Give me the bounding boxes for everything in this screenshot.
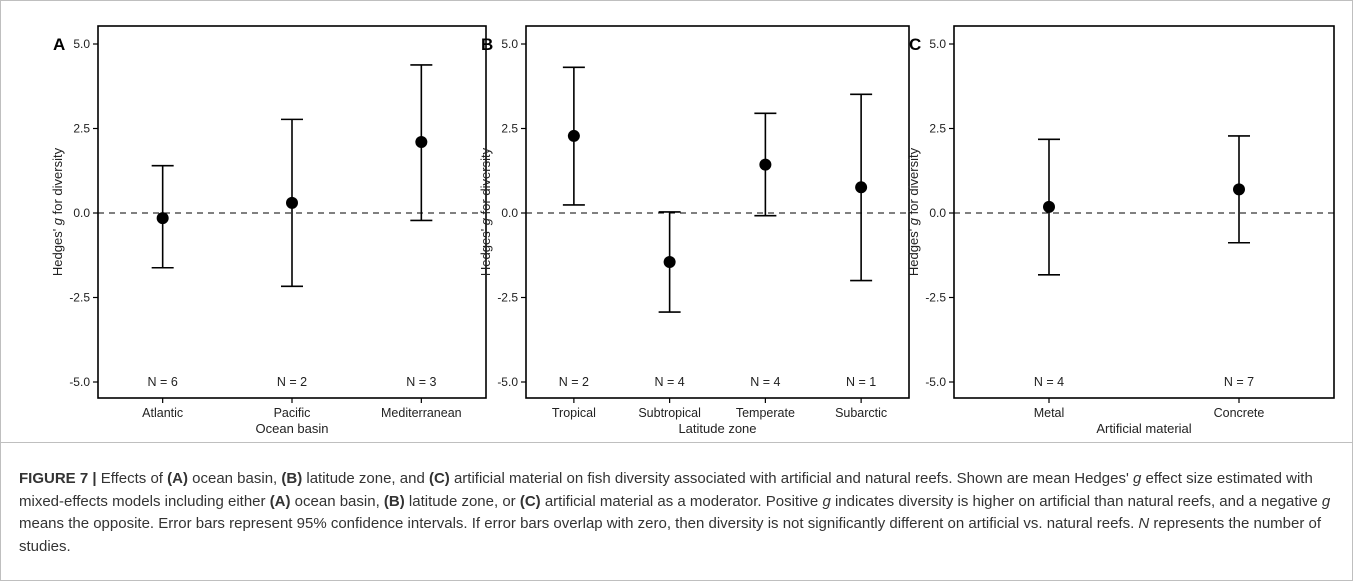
mean-point <box>663 256 676 269</box>
y-tick-label: 5.0 <box>929 37 946 51</box>
caption-text: artificial material on fish diversity as… <box>449 470 1133 487</box>
y-tick-label: 0.0 <box>501 206 518 220</box>
y-axis-title-part: for diversity <box>50 147 65 218</box>
y-tick-label: 2.5 <box>929 122 946 136</box>
x-tick-label: Atlantic <box>142 406 183 420</box>
panel-label: A <box>53 35 65 54</box>
y-axis-title-part: for diversity <box>478 147 493 218</box>
x-axis-title: Ocean basin <box>256 421 329 436</box>
panel-b: B -5.0 -2.5 0.0 2.5 5.0 Hedges' g for diversit… <box>478 25 910 436</box>
y-tick-label: -2.5 <box>497 291 518 305</box>
mean-point <box>567 129 580 142</box>
caption-ref-c: (C) <box>519 492 541 510</box>
caption-g: g <box>1321 492 1331 510</box>
n-label: N = 1 <box>846 375 876 389</box>
n-label: N = 4 <box>1034 375 1064 389</box>
caption-ref-c: (C) <box>428 470 450 487</box>
n-label: N = 7 <box>1224 375 1254 389</box>
x-tick-label: Subarctic <box>835 406 887 420</box>
x-tick-label: Temperate <box>736 406 795 420</box>
caption-text: latitude zone, or <box>404 492 520 510</box>
caption-text: Effects of <box>96 470 168 487</box>
x-tick-label: Tropical <box>552 406 596 420</box>
caption-n: N <box>1138 515 1150 532</box>
y-tick-label: -2.5 <box>69 291 90 305</box>
y-axis-title-part: for diversity <box>906 147 921 218</box>
n-label: N = 4 <box>750 375 780 389</box>
plot-frame <box>953 25 1335 399</box>
caption-ref-b: (B) <box>383 492 405 510</box>
x-tick-label: Pacific <box>274 406 311 420</box>
panel-label: C <box>909 35 921 54</box>
caption-text: indicates diversity is higher on artific… <box>830 492 1322 510</box>
y-axis-title-part: Hedges' <box>50 225 65 276</box>
y-axis-title-italic: g <box>906 217 921 225</box>
y-axis-title-part: Hedges' <box>906 225 921 276</box>
caption-g: g <box>822 492 831 510</box>
x-tick-label: Subtropical <box>638 406 701 420</box>
caption-figure-label: FIGURE 7 | <box>19 470 97 487</box>
mean-point <box>286 196 298 209</box>
y-tick-label: -5.0 <box>497 375 518 389</box>
caption-g: g <box>1132 470 1142 487</box>
y-tick-label: -5.0 <box>69 375 90 389</box>
mean-point <box>759 158 772 171</box>
caption-text: effect size estimated with mixed-effects… <box>19 470 1313 510</box>
y-axis-title-italic: g <box>50 217 65 225</box>
caption-text: ocean basin, <box>187 470 282 487</box>
n-label: N = 6 <box>148 375 178 389</box>
y-axis-title-part: Hedges' <box>478 225 493 276</box>
n-label: N = 3 <box>406 375 436 389</box>
panel-a: A -5.0 -2.5 0.0 2.5 5.0 Hedges' g for diversit… <box>50 25 487 436</box>
caption-text: means the opposite. Error bars represent… <box>19 515 1139 532</box>
x-tick-label: Concrete <box>1214 406 1265 420</box>
y-tick-label: 0.0 <box>929 206 946 220</box>
n-label: N = 2 <box>559 375 589 389</box>
y-axis-title: Hedges' g for diversity <box>906 147 921 276</box>
caption-ref-a: (A) <box>167 470 188 487</box>
mean-point <box>1043 200 1055 213</box>
x-axis-title: Latitude zone <box>678 421 756 436</box>
caption-ref-b: (B) <box>281 470 303 487</box>
n-label: N = 4 <box>655 375 685 389</box>
x-tick-label: Metal <box>1034 406 1065 420</box>
caption-text: represents the number of studies. <box>19 515 1322 555</box>
caption-separator <box>1 442 1352 443</box>
mean-point <box>855 181 868 194</box>
x-tick-label: Mediterranean <box>381 406 462 420</box>
y-tick-label: 5.0 <box>73 37 90 51</box>
y-axis-title: Hedges' g for diversity <box>50 147 65 276</box>
mean-point <box>1233 183 1245 196</box>
n-label: N = 2 <box>277 375 307 389</box>
y-axis-title-italic: g <box>478 217 493 225</box>
y-tick-label: -5.0 <box>925 375 946 389</box>
mean-point <box>415 136 428 149</box>
panel-c: C -5.0 -2.5 0.0 2.5 5.0 Hedges' g for diversit… <box>906 25 1335 436</box>
caption-text: latitude zone, and <box>302 470 429 487</box>
y-axis-title: Hedges' g for diversity <box>478 147 493 276</box>
plot-frame <box>525 25 910 399</box>
x-axis-title: Artificial material <box>1096 421 1191 436</box>
caption-ref-a: (A) <box>269 492 291 510</box>
y-tick-label: 2.5 <box>73 122 90 136</box>
caption-text: ocean basin, <box>290 492 384 510</box>
y-tick-label: 5.0 <box>501 37 518 51</box>
figure-caption: FIGURE 7 | Effects of (A) ocean basin, (… <box>19 468 1339 558</box>
y-tick-label: 2.5 <box>501 122 518 136</box>
figure-7-charts: A -5.0 -2.5 0.0 2.5 5.0 Hedges' g for diversit… <box>50 25 1335 436</box>
y-tick-label: -2.5 <box>925 291 946 305</box>
panel-label: B <box>481 35 493 54</box>
caption-text: artificial material as a moderator. Posi… <box>540 492 823 510</box>
y-tick-label: 0.0 <box>73 206 90 220</box>
mean-point <box>156 212 169 225</box>
